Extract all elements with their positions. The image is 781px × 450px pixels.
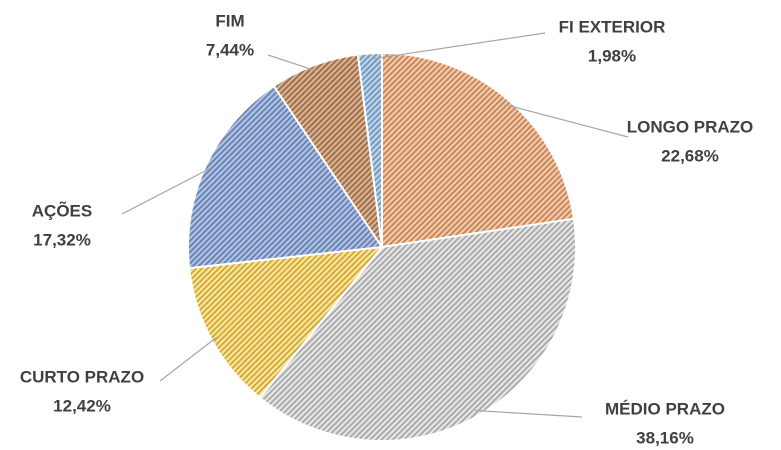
leader-line [475, 409, 583, 418]
leader-line [159, 336, 218, 382]
leader-line [121, 167, 212, 215]
slice-label: MÉDIO PRAZO [605, 399, 725, 418]
pie-slice [187, 84, 384, 270]
leader-line [267, 54, 317, 72]
slice-label: FIM [215, 11, 244, 30]
pie-slice [381, 51, 576, 249]
slice-label: FI EXTERIOR [559, 17, 666, 36]
slice-value: 17,32% [33, 230, 91, 249]
slice-label: CURTO PRAZO [20, 367, 144, 386]
slice-value: 22,68% [661, 146, 719, 165]
leader-line [504, 104, 629, 138]
slice-value: 38,16% [636, 428, 694, 447]
slice-value: 12,42% [53, 396, 111, 415]
leader-line [370, 32, 546, 60]
pie-slice [188, 245, 385, 400]
slice-value: 7,44% [206, 40, 254, 59]
slice-value: 1,98% [588, 46, 636, 65]
pie-slice [356, 51, 383, 248]
pie-slice [258, 217, 577, 442]
slice-label: LONGO PRAZO [627, 117, 754, 136]
slice-label: AÇÕES [32, 200, 92, 220]
